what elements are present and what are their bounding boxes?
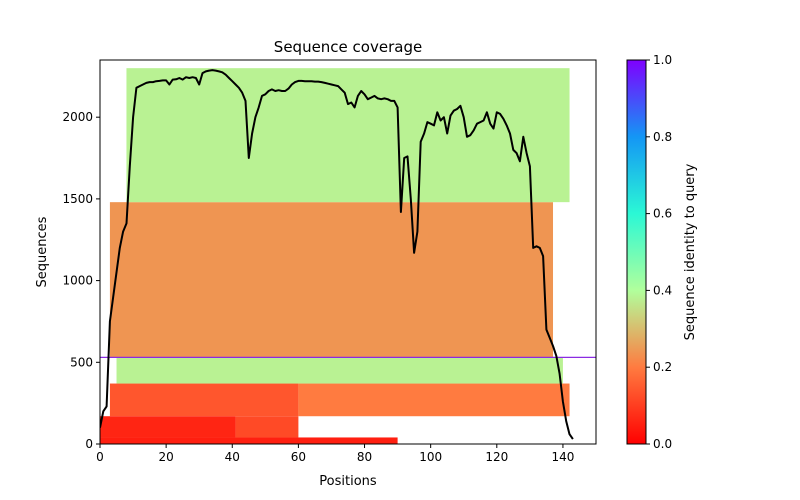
y-tick-label: 0: [85, 437, 93, 451]
colorbar-tick-label: 0.0: [653, 437, 672, 451]
heatmap: [100, 68, 570, 444]
y-tick-label: 2000: [62, 110, 93, 124]
heatmap-band: [100, 437, 398, 444]
x-tick-label: 20: [158, 450, 173, 464]
colorbar-tick-label: 0.6: [653, 207, 672, 221]
x-tick-label: 80: [357, 450, 372, 464]
x-tick-label: 40: [225, 450, 240, 464]
y-tick-label: 500: [70, 355, 93, 369]
x-axis-label: Positions: [319, 474, 377, 489]
heatmap-band: [109, 202, 554, 358]
x-tick-label: 140: [551, 450, 574, 464]
heatmap-band: [126, 68, 570, 203]
coverage-line: [100, 69, 574, 440]
x-tick-label: 0: [96, 450, 104, 464]
y-axis-label: Sequences: [35, 216, 50, 287]
x-tick-label: 60: [291, 450, 306, 464]
heatmap-band: [109, 383, 299, 417]
colorbar-label: Sequence identity to query: [683, 163, 698, 340]
colorbar-tick-label: 0.2: [653, 360, 672, 374]
colorbar: [626, 59, 647, 445]
y-axis: 0 500 1000 1500 2000: [62, 110, 100, 451]
y-tick-label: 1500: [62, 192, 93, 206]
colorbar-tick-label: 0.4: [653, 283, 672, 297]
y-tick-label: 1000: [62, 274, 93, 288]
x-tick-label: 120: [485, 450, 508, 464]
x-tick-label: 100: [419, 450, 442, 464]
heatmap-band: [235, 416, 299, 438]
chart-title: Sequence coverage: [274, 38, 422, 56]
heatmap-band: [100, 416, 236, 438]
plot-frame: [99, 59, 597, 445]
heatmap-band: [116, 357, 563, 384]
colorbar-tick-label: 1.0: [653, 53, 672, 67]
heatmap-band: [298, 383, 570, 417]
colorbar-tick-label: 0.8: [653, 130, 672, 144]
colorbar-axis: 0.0 0.2 0.4 0.6 0.8 1.0: [646, 53, 672, 451]
x-axis: 0 20 40 60 80 100 120 140: [96, 444, 574, 464]
